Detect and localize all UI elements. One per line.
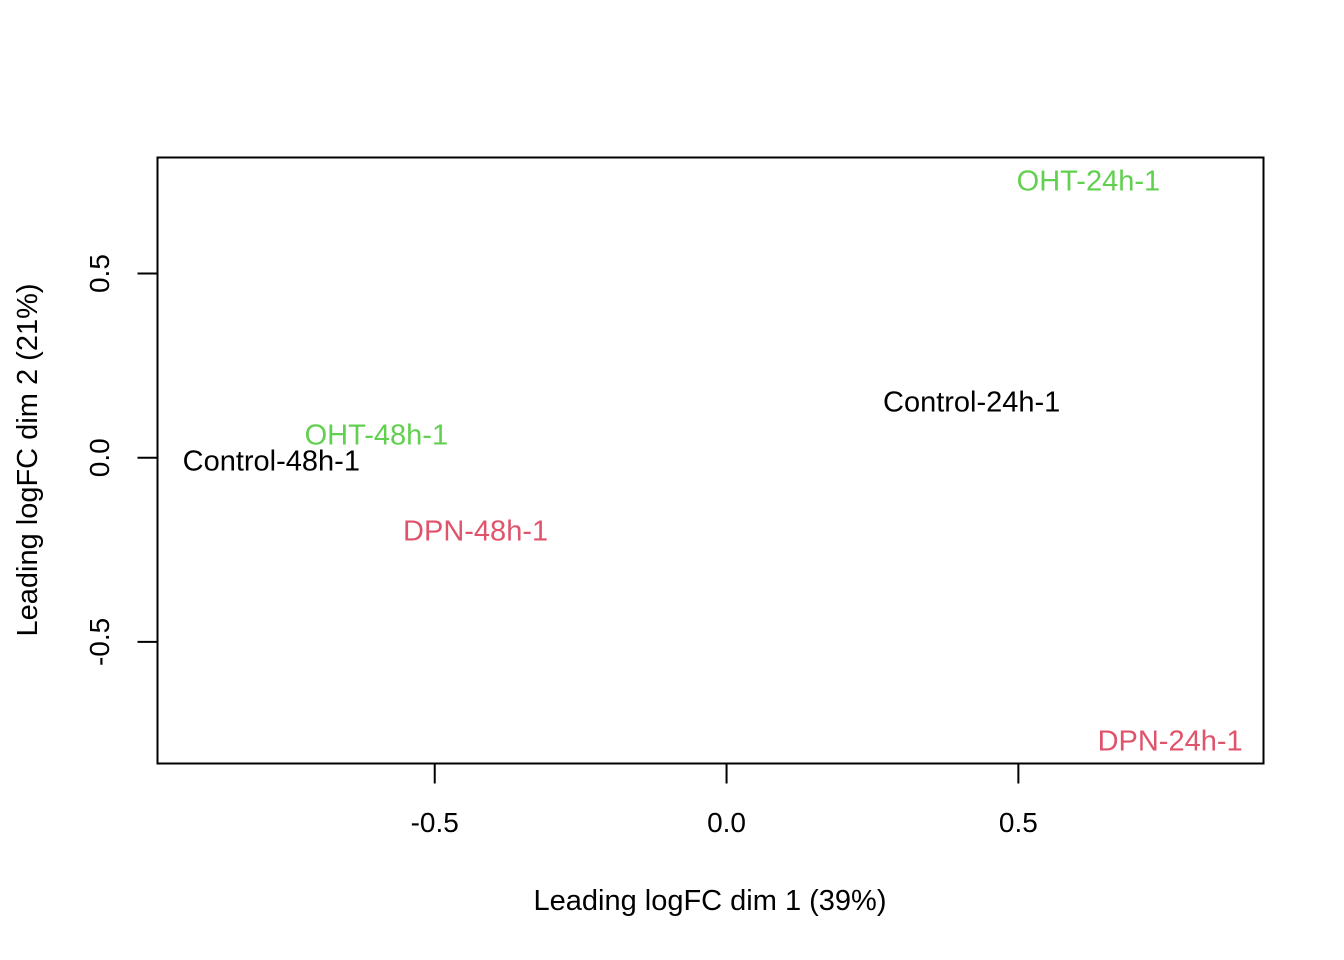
point-label: Control-24h-1	[883, 386, 1060, 418]
y-axis-title: Leading logFC dim 2 (21%)	[12, 283, 44, 636]
point-labels: Control-24h-1 Control-48h-1 DPN-24h-1 DPN-4…	[183, 165, 1243, 757]
x-axis: -0.5 0.0 0.5	[411, 763, 1038, 838]
y-axis: 0.5 0.0 -0.5	[84, 254, 158, 666]
point-label: OHT-24h-1	[1017, 165, 1160, 197]
point-label: DPN-24h-1	[1098, 725, 1243, 757]
x-tick-label: -0.5	[411, 807, 459, 838]
plot-frame	[156, 156, 1265, 765]
y-tick-label: 0.5	[84, 254, 115, 293]
point-label: Control-48h-1	[183, 445, 360, 477]
point-label: DPN-48h-1	[403, 515, 548, 547]
x-tick-label: 0.5	[999, 807, 1038, 838]
x-axis-title: Leading logFC dim 1 (39%)	[533, 885, 886, 917]
point-label: OHT-48h-1	[305, 420, 448, 452]
y-tick-label: 0.0	[84, 438, 115, 477]
y-tick-label: -0.5	[84, 618, 115, 666]
x-tick-label: 0.0	[707, 807, 746, 838]
